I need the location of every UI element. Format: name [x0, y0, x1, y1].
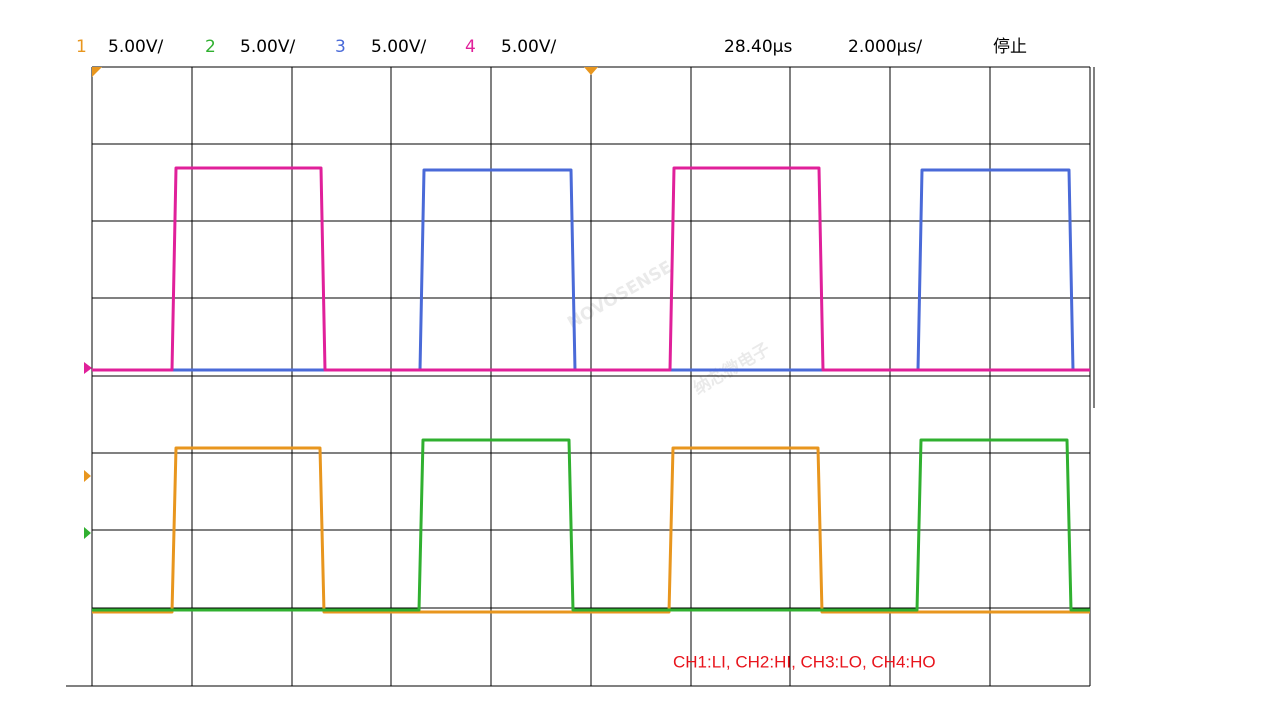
ground-marker: [84, 527, 91, 539]
waveform-ch3: [92, 168, 1090, 372]
channel-scale: 5.00V/: [240, 37, 295, 57]
trigger-level-marker: [84, 470, 91, 482]
waveform-ch2: [92, 438, 1090, 612]
waveform-ch4: [92, 166, 1090, 372]
time-marker: [584, 67, 598, 75]
header: 1 5.00V/ 2 5.00V/ 3 5.00V/ 4 5.00V/ 28.4…: [76, 37, 1027, 57]
trigger-position-marker: [92, 67, 102, 77]
timebase: 2.000µs/: [848, 37, 922, 57]
graticule: [66, 66, 1095, 687]
ground-marker: [84, 362, 92, 374]
channel-annotation: CH1:LI, CH2:HI, CH3:LO, CH4:HO: [673, 652, 936, 671]
channel-number: 1: [76, 37, 87, 57]
channel-number: 3: [335, 37, 346, 57]
waveform-ch1: [92, 446, 1090, 614]
channel-number: 2: [205, 37, 216, 57]
run-status: 停止: [993, 37, 1027, 57]
channel-number: 4: [465, 37, 476, 57]
watermark: NOVOSENSE 纳芯微电子: [564, 257, 774, 399]
channel-scale: 5.00V/: [371, 37, 426, 57]
channel-scale: 5.00V/: [501, 37, 556, 57]
channel-scale: 5.00V/: [108, 37, 163, 57]
delay: 28.40µs: [724, 37, 792, 57]
watermark-brand: NOVOSENSE: [564, 257, 676, 333]
